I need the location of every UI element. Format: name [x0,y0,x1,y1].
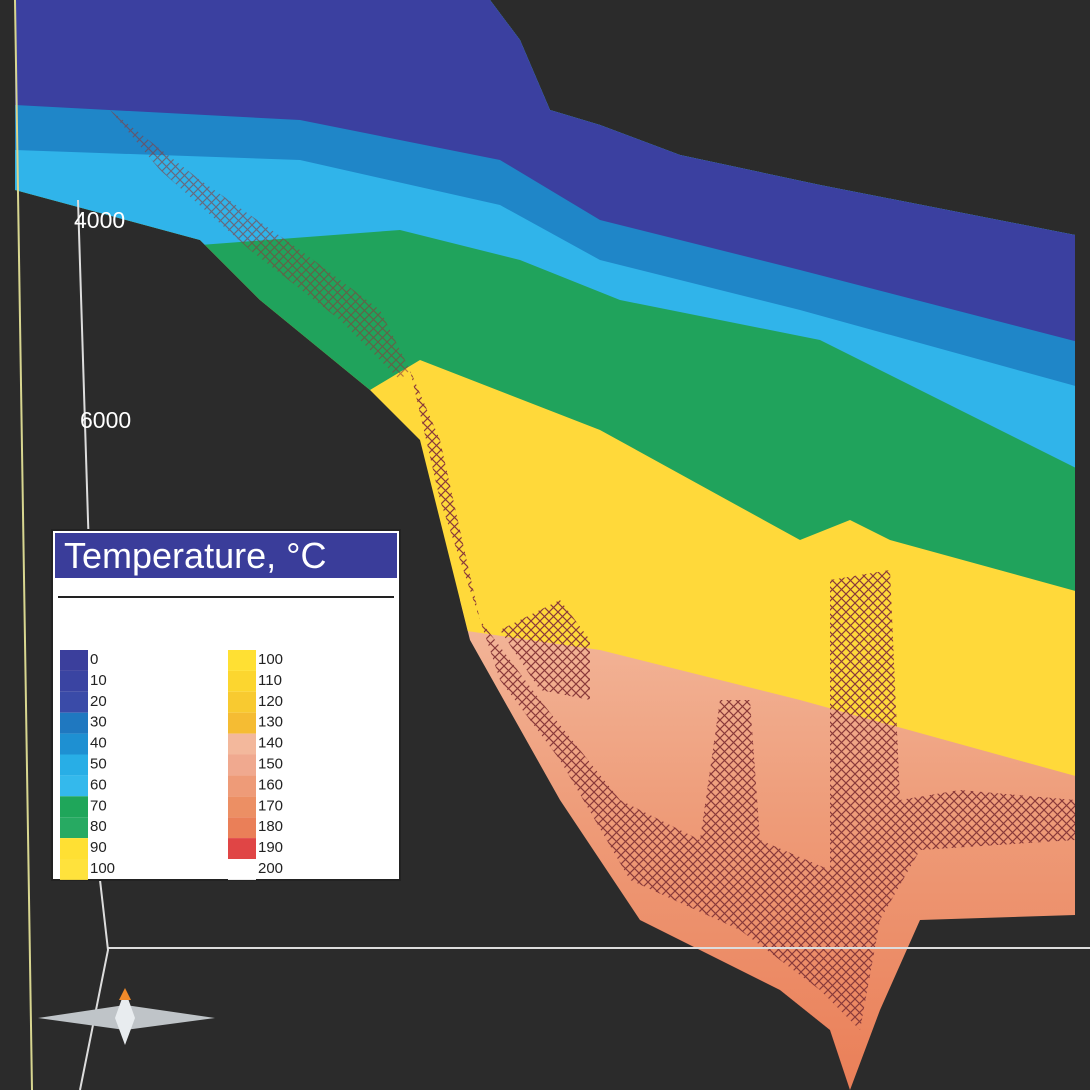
legend-swatch [228,754,256,776]
legend-label: 190 [258,839,283,856]
orientation-compass [38,988,215,1045]
legend-swatch [60,670,88,692]
legend-swatch [228,712,256,734]
legend-label: 150 [258,755,283,772]
legend-swatch [228,691,256,713]
legend-swatch [60,838,88,859]
legend-label: 70 [90,797,107,814]
legend-label: 200 [258,860,283,877]
legend-swatch [60,650,88,671]
legend-label: 90 [90,839,107,856]
legend-swatch [60,796,88,818]
legend-swatch [228,796,256,818]
legend-label: 160 [258,776,283,793]
legend-label: 20 [90,693,107,710]
hatched-zone [410,370,1075,1030]
legend-swatch [228,838,256,859]
legend-label: 140 [258,735,283,752]
legend-label: 170 [258,797,283,814]
legend-swatch [228,775,256,797]
legend-label: 130 [258,714,283,731]
legend-title: Temperature, °C [64,535,327,576]
legend-label: 100 [90,860,115,877]
legend-label: 180 [258,818,283,835]
legend-swatch [60,754,88,776]
legend-swatch [228,670,256,692]
legend-swatch [228,733,256,755]
legend-label: 80 [90,818,107,835]
frame-line [14,0,33,1090]
legend-label: 50 [90,755,107,772]
legend-swatch [60,691,88,713]
legend-swatch [60,712,88,734]
legend-label: 40 [90,735,107,752]
legend-swatch [228,817,256,839]
depth-label: 4000 [74,207,125,233]
legend-label: 120 [258,693,283,710]
legend-swatch [60,817,88,839]
legend-label: 100 [258,651,283,668]
legend-label: 30 [90,714,107,731]
hatched-zone [110,110,410,380]
legend-swatch [60,733,88,755]
legend-label: 60 [90,776,107,793]
legend-swatch [228,650,256,671]
legend-label: 0 [90,651,98,668]
legend: Temperature, °C 0 10 20 30 40 50 60 70 80 90 100 10… [51,529,401,881]
legend-swatch [60,775,88,797]
legend-label: 10 [90,672,107,689]
legend-label: 110 [258,672,282,689]
depth-label: 6000 [80,407,131,433]
hatched-zone [500,600,590,700]
legend-swatch [228,859,256,880]
legend-swatch [60,859,88,880]
